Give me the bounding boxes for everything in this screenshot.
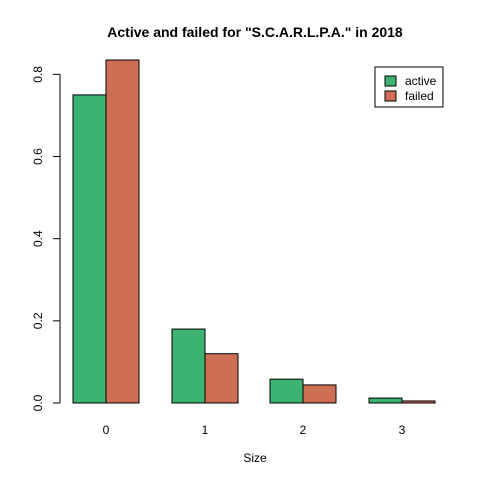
legend-swatch-active xyxy=(384,75,397,87)
bar-active-2 xyxy=(269,378,304,404)
y-tick-label: 0.6 xyxy=(31,148,45,165)
bar-failed-2 xyxy=(302,384,337,404)
y-tick-label: 0.4 xyxy=(31,230,45,247)
legend-swatch-failed xyxy=(384,90,397,102)
x-tick-label: 1 xyxy=(202,423,209,437)
bar-failed-0 xyxy=(105,59,140,404)
bar-failed-3 xyxy=(401,400,436,404)
x-tick-label: 3 xyxy=(399,423,406,437)
y-tick-label: 0.2 xyxy=(31,312,45,329)
legend-label-failed: failed xyxy=(405,89,434,103)
bar-active-3 xyxy=(368,397,403,404)
y-tick-label: 0.8 xyxy=(31,66,45,83)
bar-active-0 xyxy=(72,94,107,404)
chart-title: Active and failed for "S.C.A.R.L.P.A." i… xyxy=(107,24,403,40)
x-axis-label: Size xyxy=(243,451,267,465)
x-tick-label: 0 xyxy=(103,423,110,437)
legend-label-active: active xyxy=(405,74,437,88)
y-tick-label: 0.0 xyxy=(31,394,45,411)
x-tick-label: 2 xyxy=(300,423,307,437)
y-axis: 0.0 0.2 0.4 0.6 0.8 xyxy=(31,66,61,411)
bars xyxy=(72,59,436,404)
bar-active-1 xyxy=(171,328,206,404)
x-axis: 0 1 2 3 xyxy=(103,423,406,437)
bar-failed-1 xyxy=(204,353,239,404)
